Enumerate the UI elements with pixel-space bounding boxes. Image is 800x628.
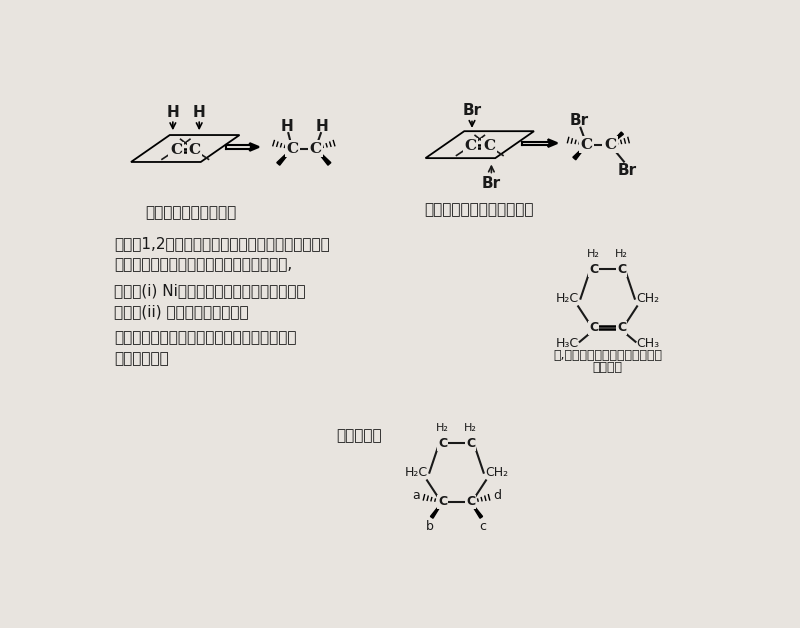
Text: H₂: H₂: [587, 249, 600, 259]
Text: C: C: [189, 143, 201, 157]
Text: C: C: [617, 263, 626, 276]
Text: H₂: H₂: [436, 423, 449, 433]
Text: a: a: [412, 489, 420, 502]
Text: C: C: [170, 143, 182, 157]
Text: C: C: [581, 138, 593, 151]
Text: H: H: [316, 119, 329, 134]
Text: Br: Br: [482, 176, 501, 191]
Text: H₂: H₂: [615, 249, 628, 259]
Text: C: C: [464, 139, 477, 153]
Text: C: C: [589, 322, 598, 335]
Text: の立体構造を，以下の例にならってそれぞれ: の立体構造を，以下の例にならってそれぞれ: [114, 330, 297, 345]
Text: C: C: [483, 139, 495, 153]
Text: b: b: [426, 520, 434, 533]
Text: C: C: [286, 141, 298, 156]
Text: 図１　シス付加の様子: 図１ シス付加の様子: [145, 205, 236, 220]
Polygon shape: [430, 502, 443, 518]
Text: C: C: [466, 437, 475, 450]
Text: (i) Ni触媒下での水素付加の主生成物: (i) Ni触媒下での水素付加の主生成物: [114, 283, 306, 298]
Polygon shape: [277, 148, 293, 165]
Text: C: C: [466, 495, 475, 509]
Text: Br: Br: [618, 163, 637, 178]
Text: 図２　トランス付加の様子: 図２ トランス付加の様子: [424, 203, 534, 218]
Text: H₃C: H₃C: [556, 337, 579, 350]
Text: C: C: [589, 263, 598, 276]
Text: CH₃: CH₃: [636, 337, 659, 350]
Text: １,２－ジメチルシクロヘキセン: １,２－ジメチルシクロヘキセン: [553, 349, 662, 362]
Text: C: C: [310, 141, 322, 156]
Text: (ii) 臭素付加の主生成物: (ii) 臭素付加の主生成物: [114, 304, 249, 319]
Polygon shape: [470, 502, 482, 518]
Text: 図のように表される。この分子に対して,: 図のように表される。この分子に対して,: [114, 257, 292, 273]
Text: d: d: [493, 489, 501, 502]
Text: CH₂: CH₂: [636, 292, 659, 305]
Text: C: C: [604, 138, 616, 151]
Text: 問５　1,2－ジメチルシクロヘキセンの構造式は右: 問５ 1,2－ジメチルシクロヘキセンの構造式は右: [114, 236, 330, 251]
Text: の構造式: の構造式: [593, 360, 622, 374]
Text: C: C: [617, 322, 626, 335]
Polygon shape: [573, 144, 587, 160]
Polygon shape: [315, 148, 331, 165]
Polygon shape: [610, 132, 623, 145]
Text: H: H: [280, 119, 293, 134]
Text: H: H: [193, 105, 206, 120]
Text: CH₂: CH₂: [486, 466, 508, 479]
Text: （記入例）: （記入例）: [336, 428, 382, 443]
Text: H₂C: H₂C: [556, 292, 579, 305]
Text: すべて記せ。: すべて記せ。: [114, 351, 169, 366]
Text: Br: Br: [462, 103, 482, 118]
Text: c: c: [479, 520, 486, 533]
Text: H₂C: H₂C: [405, 466, 428, 479]
Text: Br: Br: [570, 112, 589, 127]
Text: C: C: [438, 495, 447, 509]
Polygon shape: [250, 143, 259, 151]
Text: H₂: H₂: [464, 423, 477, 433]
Polygon shape: [548, 139, 558, 147]
Text: H: H: [166, 105, 179, 120]
Text: C: C: [438, 437, 447, 450]
